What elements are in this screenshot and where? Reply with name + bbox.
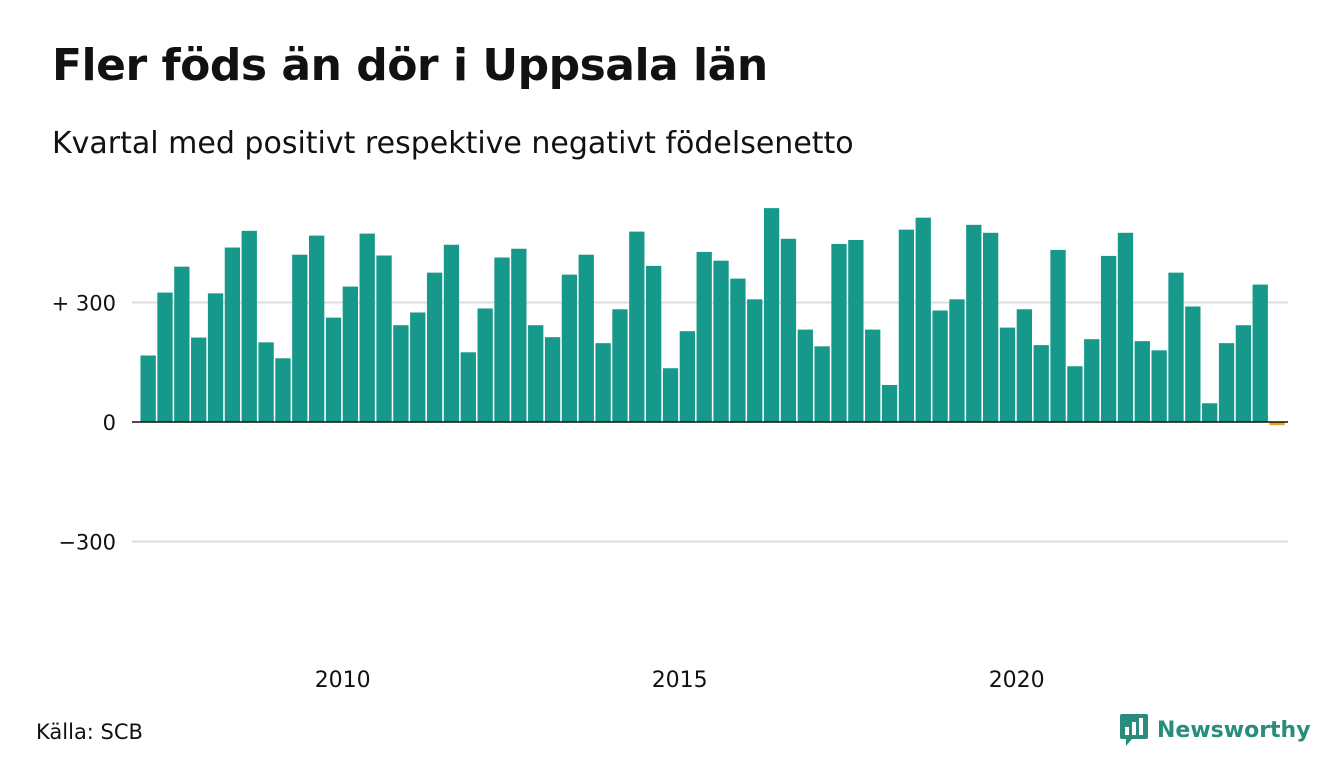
bar-positive [1185, 306, 1201, 422]
bar-positive [612, 309, 628, 422]
bar-positive [932, 310, 948, 422]
bar-positive [1033, 345, 1049, 422]
y-tick-label: + 300 [52, 292, 116, 316]
bar-positive [915, 217, 931, 422]
bar-positive [460, 352, 476, 422]
bar-positive [949, 299, 965, 422]
bar-positive [713, 260, 729, 422]
bar-positive [241, 230, 257, 422]
bar-positive [1067, 366, 1083, 422]
bar-positive [376, 255, 392, 422]
bar-positive [646, 265, 662, 422]
bar-positive [730, 278, 746, 422]
y-tick-label: 0 [103, 411, 116, 435]
bar-positive [780, 238, 797, 422]
bar-positive [528, 325, 544, 422]
bar-positive [595, 343, 611, 422]
bar-positive [983, 232, 999, 422]
x-tick-label: 2020 [989, 668, 1045, 693]
bar-positive [511, 248, 527, 422]
bar-positive [1134, 341, 1150, 422]
bar-positive [191, 337, 207, 422]
bar-positive [578, 254, 594, 422]
source-note: Källa: SCB [36, 720, 143, 744]
bar-positive [426, 272, 443, 422]
bar-positive [848, 239, 864, 422]
bar-positive [1151, 350, 1167, 422]
bar-positive [258, 342, 274, 422]
bar-positive [325, 317, 342, 422]
bar-positive [1016, 309, 1032, 422]
bar-positive [747, 299, 763, 422]
bar-positive [1100, 255, 1117, 422]
bar-positive [224, 247, 241, 422]
bar-positive [292, 254, 308, 422]
x-tick-label: 2010 [315, 668, 371, 693]
bar-positive [1168, 272, 1184, 422]
bar-positive [157, 292, 173, 422]
bar-positive [831, 243, 847, 422]
x-axis-labels: 2010 2015 2020 [315, 668, 1045, 693]
bar-positive [797, 329, 813, 422]
bar-positive [696, 251, 712, 422]
bar-positive [1117, 232, 1134, 422]
bar-positive [443, 244, 460, 422]
bar-positive [1084, 339, 1100, 422]
bar-positive [561, 274, 578, 422]
bar-positive [140, 355, 156, 422]
bar-positive [410, 312, 426, 422]
bars [140, 208, 1285, 426]
y-tick-label: −300 [58, 530, 116, 554]
bar-positive [544, 337, 561, 422]
brand-name: Newsworthy [1157, 717, 1311, 743]
bar-positive [494, 257, 510, 422]
brand-logo: Newsworthy [1119, 713, 1311, 747]
bar-positive [1050, 249, 1066, 422]
bar-positive [865, 329, 881, 422]
bar-positive [999, 327, 1016, 422]
bar-positive [881, 384, 898, 422]
bar-positive [629, 231, 645, 422]
bar-positive [174, 266, 190, 422]
bar-positive [814, 346, 830, 422]
bar-positive [207, 293, 224, 422]
newsworthy-bar-chart-logo-icon [1120, 714, 1148, 746]
bar-positive [898, 229, 915, 422]
bar-positive [309, 235, 325, 422]
bar-positive [393, 325, 409, 422]
x-tick-label: 2015 [652, 668, 708, 693]
bar-positive [763, 208, 780, 422]
bar-positive [477, 308, 493, 422]
bar-negative [1269, 422, 1285, 426]
chart-title: Fler föds än dör i Uppsala län [52, 40, 768, 91]
bar-positive [1235, 325, 1252, 422]
bar-positive [359, 233, 375, 422]
bar-positive [1252, 284, 1268, 422]
bar-positive [1202, 403, 1218, 422]
bar-positive [966, 224, 982, 422]
bar-positive [662, 368, 679, 422]
bar-positive [342, 286, 358, 422]
chart-subtitle: Kvartal med positivt respektive negativt… [52, 126, 854, 161]
bar-positive [679, 331, 695, 422]
bar-positive [1218, 343, 1235, 422]
bar-positive [275, 358, 291, 422]
y-axis-labels: + 300 0 −300 [52, 292, 116, 555]
